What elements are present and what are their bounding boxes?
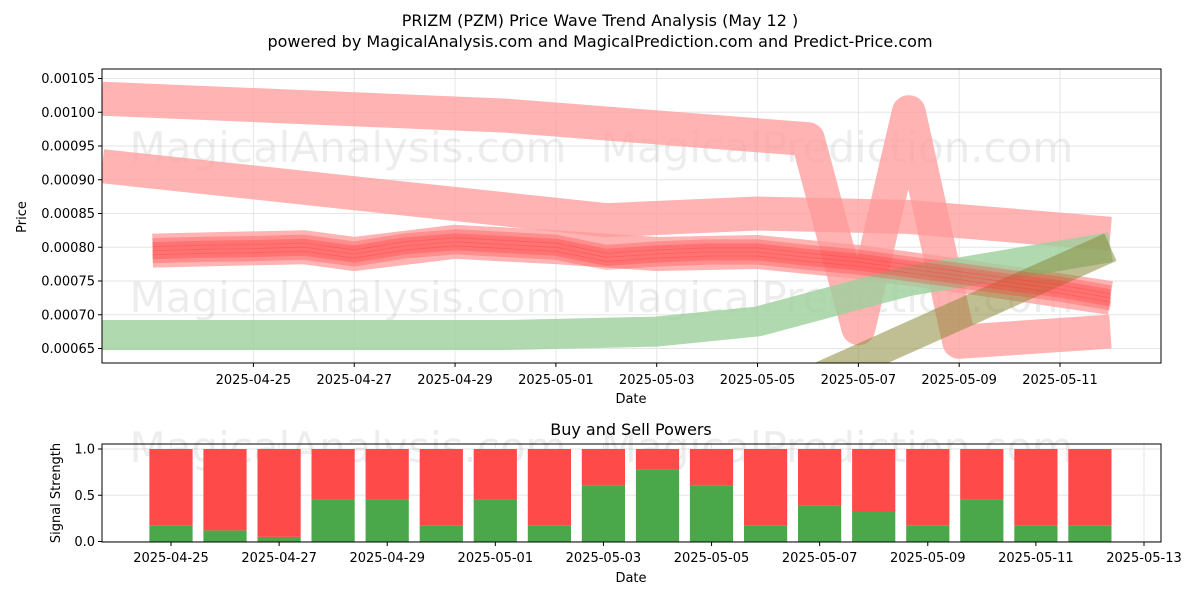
power-x-tick-label: 2025-05-07: [782, 551, 858, 566]
sell-bar: [852, 449, 896, 511]
buy-bar: [906, 525, 950, 542]
buy-bar: [473, 499, 517, 542]
sell-bar: [798, 449, 842, 506]
sell-bar: [960, 449, 1004, 500]
sell-bar: [635, 449, 680, 470]
sell-bar: [689, 449, 734, 486]
price-wave-line: [152, 233, 1112, 299]
buy-bar: [419, 525, 463, 542]
price-y-tick-label: 0.00065: [41, 342, 95, 357]
power-x-tick-label: 2025-04-29: [349, 551, 425, 566]
power-x-axis-label: Date: [615, 571, 646, 586]
sell-bar: [203, 449, 247, 531]
buy-bar: [852, 511, 896, 542]
price-x-axis-label: Date: [615, 392, 646, 407]
price-y-tick-label: 0.00070: [41, 308, 95, 323]
sell-bar: [581, 449, 625, 486]
sell-bar: [1068, 449, 1112, 526]
price-y-ticks: 0.00065 0.00070 0.00075 0.00080 0.00085 0.000…: [41, 72, 102, 357]
power-y-tick-label: 0.5: [74, 489, 95, 504]
price-wave-line: [152, 241, 1112, 307]
price-x-tick-label: 2025-05-09: [921, 373, 997, 388]
price-chart: MagicalAnalysis.com MagicalPrediction.co…: [15, 68, 1162, 407]
power-plot-frame: [101, 443, 1162, 543]
price-x-tick-label: 2025-05-01: [518, 373, 594, 388]
price-band-red: [102, 81, 1112, 359]
sell-bar: [744, 449, 788, 526]
price-y-tick-label: 0.00095: [41, 140, 95, 155]
sell-bar: [311, 449, 355, 500]
buy-bar: [149, 525, 193, 542]
price-x-tick-label: 2025-04-29: [417, 373, 493, 388]
buy-bar: [257, 536, 301, 542]
power-x-tick-label: 2025-05-13: [1106, 551, 1182, 566]
price-y-tick-label: 0.00075: [41, 275, 95, 290]
sell-bar: [527, 449, 571, 526]
sell-bar: [419, 449, 463, 526]
power-y-tick-label: 1.0: [74, 443, 95, 458]
power-x-tick-label: 2025-05-01: [458, 551, 534, 566]
price-band-red: [102, 149, 1112, 251]
sell-bar: [1014, 449, 1058, 526]
buy-bar: [581, 485, 625, 542]
buy-bar: [311, 499, 355, 542]
price-band-olive: [814, 233, 1117, 363]
buy-bar: [635, 469, 680, 542]
price-band-green: [102, 232, 1113, 350]
sell-bar: [149, 449, 193, 526]
price-y-axis-label: Price: [15, 201, 30, 233]
price-y-tick-label: 0.00090: [41, 173, 95, 188]
power-y-tick-label: 0.0: [74, 535, 95, 550]
buy-bar: [689, 485, 734, 542]
buy-bar: [203, 530, 247, 542]
price-bands: [102, 81, 1117, 363]
power-y-ticks: 0.0 0.5 1.0: [74, 443, 102, 550]
buy-bar: [744, 525, 788, 542]
price-x-tick-label: 2025-05-11: [1022, 373, 1098, 388]
power-chart-title: Buy and Sell Powers: [550, 420, 712, 439]
buy-bar: [798, 505, 842, 542]
power-chart: Buy and Sell Powers MagicalAnalysis.com …: [49, 420, 1182, 586]
power-x-tick-label: 2025-05-11: [998, 551, 1074, 566]
buy-bar: [365, 499, 409, 542]
power-x-ticks: 2025-04-25 2025-04-27 2025-04-29 2025-05-01…: [133, 542, 1182, 566]
power-x-tick-label: 2025-05-05: [674, 551, 750, 566]
power-y-axis-label: Signal Strength: [49, 443, 64, 543]
price-x-tick-label: 2025-05-03: [619, 373, 695, 388]
price-y-tick-label: 0.00100: [41, 106, 95, 121]
buy-bar: [527, 525, 571, 542]
price-y-tick-label: 0.00105: [41, 72, 95, 87]
power-x-tick-label: 2025-05-09: [890, 551, 966, 566]
price-x-tick-label: 2025-05-07: [821, 373, 897, 388]
sell-bar: [257, 449, 301, 537]
price-x-tick-label: 2025-04-27: [316, 373, 392, 388]
price-x-tick-label: 2025-04-25: [216, 373, 292, 388]
price-plot-frame: [101, 68, 1162, 364]
chart-title: PRIZM (PZM) Price Wave Trend Analysis (M…: [402, 11, 798, 30]
price-wave-line: [152, 229, 1112, 295]
price-wave-line: [152, 237, 1112, 303]
chart-subtitle: powered by MagicalAnalysis.com and Magic…: [267, 32, 932, 51]
power-x-tick-label: 2025-04-27: [241, 551, 317, 566]
price-y-tick-label: 0.00085: [41, 207, 95, 222]
power-bars: [149, 449, 1112, 542]
power-x-tick-label: 2025-05-03: [566, 551, 642, 566]
buy-bar: [1068, 525, 1112, 542]
price-wave-line: [152, 245, 1112, 311]
power-x-tick-label: 2025-04-25: [133, 551, 209, 566]
sell-bar: [473, 449, 517, 500]
sell-bar: [906, 449, 950, 526]
price-lines: [152, 229, 1112, 311]
price-x-ticks: 2025-04-25 2025-04-27 2025-04-29 2025-05-01…: [216, 363, 1098, 388]
price-y-tick-label: 0.00080: [41, 241, 95, 256]
buy-bar: [1014, 525, 1058, 542]
watermark-analysis-mid: MagicalAnalysis.com: [130, 273, 567, 322]
buy-bar: [960, 499, 1004, 542]
price-x-tick-label: 2025-05-05: [720, 373, 796, 388]
sell-bar: [365, 449, 409, 500]
